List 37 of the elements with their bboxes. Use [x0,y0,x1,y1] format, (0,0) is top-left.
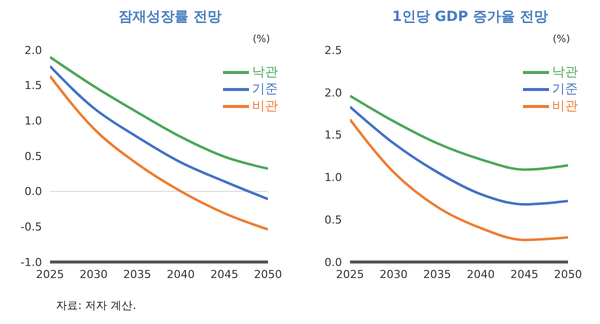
chart-title: 1인당 GDP 증가율 전망 [391,8,549,26]
x-tick-label: 2025 [36,268,64,281]
y-tick-label: 0.0 [24,185,42,198]
legend-label: 낙관 [252,64,278,81]
x-tick-label: 2050 [254,268,282,281]
y-tick-label: 0.5 [24,150,42,163]
x-tick-label: 2035 [423,268,452,281]
y-tick-label: 2.5 [324,44,342,57]
y-tick-label: 0.5 [324,214,342,227]
x-tick-label: 2050 [554,268,582,281]
chart-title: 잠재성장률 전망 [118,8,222,26]
x-tick-label: 2035 [123,268,152,281]
y-axis-title: (%) [552,34,570,45]
legend-label: 기준 [252,81,278,98]
legend-label: 기준 [552,81,578,98]
y-tick-label: 1.0 [24,114,42,128]
y-tick-label: 1.5 [24,79,42,92]
y-tick-label: 0.0 [324,256,342,269]
legend-label: 비관 [552,98,578,115]
x-tick-label: 2030 [380,268,408,281]
y-tick-label: 1.5 [324,128,342,142]
y-tick-label: 2.0 [24,44,42,57]
x-tick-label: 2045 [510,268,538,281]
x-tick-label: 2040 [166,268,195,281]
line-series [350,118,568,242]
x-tick-label: 2030 [80,268,108,281]
y-tick-label: 2.0 [324,86,342,100]
y-axis-title: (%) [252,34,270,45]
text: 자료: 저자 계산. [56,298,136,313]
x-tick-label: 2045 [210,268,238,281]
legend-label: 비관 [252,98,278,115]
y-tick-label: 1.0 [324,171,342,184]
y-tick-label: -1.0 [20,256,42,269]
x-tick-label: 2025 [336,268,364,281]
x-tick-label: 2040 [466,268,495,281]
legend-label: 낙관 [552,64,578,81]
y-tick-label: -0.5 [20,220,42,234]
